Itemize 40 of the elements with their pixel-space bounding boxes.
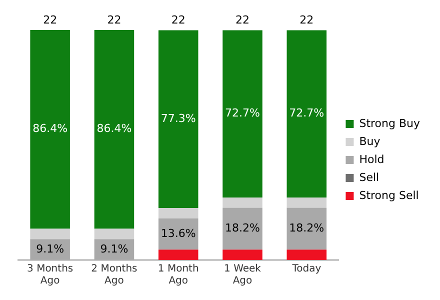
annotation: 22 bbox=[236, 13, 250, 26]
data-label: 86.4% bbox=[96, 122, 132, 136]
legend-label: Strong Sell bbox=[359, 188, 419, 202]
annotation: 22 bbox=[43, 13, 58, 26]
legend-label: Buy bbox=[359, 134, 381, 148]
bar bbox=[158, 208, 198, 218]
bar bbox=[158, 30, 198, 208]
x-tick-label: 3 Months Ago bbox=[27, 264, 74, 287]
bar bbox=[222, 250, 262, 260]
data-label: 18.2% bbox=[225, 222, 260, 235]
bar bbox=[222, 30, 262, 198]
bar bbox=[30, 30, 70, 229]
annotation: 22 bbox=[171, 13, 186, 26]
data-label: 9.1% bbox=[36, 242, 64, 256]
bar bbox=[94, 228, 134, 240]
x-tick-label: Today bbox=[291, 264, 322, 275]
legend-label: Strong Buy bbox=[359, 116, 420, 130]
bar bbox=[94, 30, 134, 229]
data-label: 18.2% bbox=[289, 222, 324, 235]
data-label: 86.4% bbox=[32, 122, 68, 136]
bar bbox=[222, 197, 262, 208]
legend-label: Sell bbox=[359, 170, 380, 184]
legend-label: Hold bbox=[359, 152, 384, 166]
x-tick-label: 1 Week Ago bbox=[224, 264, 262, 287]
bar bbox=[30, 228, 70, 240]
bar bbox=[286, 208, 327, 250]
x-tick-label: 2 Months Ago bbox=[91, 264, 138, 287]
data-label: 72.7% bbox=[289, 106, 324, 120]
bar bbox=[158, 250, 198, 260]
bar bbox=[286, 197, 327, 208]
bar bbox=[286, 250, 327, 260]
annotation: 22 bbox=[300, 13, 314, 26]
data-label: 72.7% bbox=[225, 106, 260, 120]
annotation: 22 bbox=[107, 13, 122, 26]
bar bbox=[286, 30, 327, 198]
data-label: 77.3% bbox=[160, 112, 196, 125]
x-tick-label: 1 Month Ago bbox=[158, 264, 199, 287]
data-label: 9.1% bbox=[100, 242, 128, 256]
bar bbox=[222, 208, 262, 250]
data-label: 13.6% bbox=[160, 226, 196, 240]
